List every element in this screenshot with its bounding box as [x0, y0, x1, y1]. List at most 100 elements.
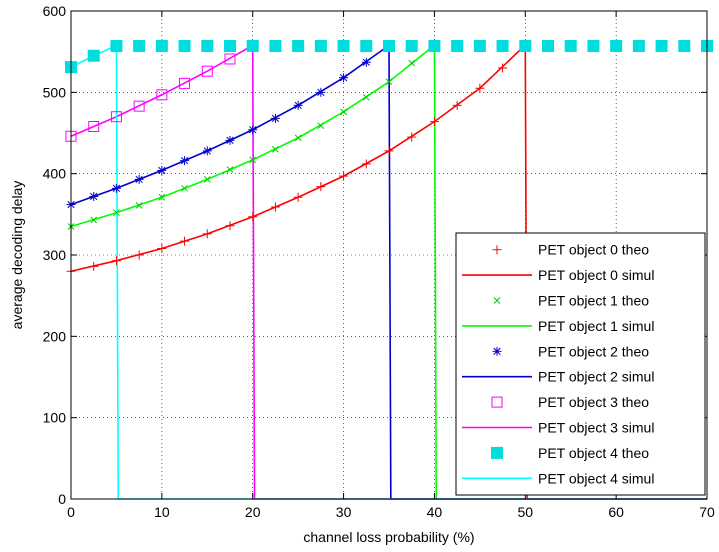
data-point	[180, 156, 190, 166]
data-point	[157, 165, 167, 175]
data-point	[181, 184, 188, 192]
data-point	[203, 176, 211, 183]
data-point	[225, 221, 235, 231]
data-point	[270, 202, 280, 212]
data-point	[224, 39, 236, 52]
y-tick-label: 400	[43, 166, 67, 182]
data-point	[87, 49, 100, 62]
data-point	[473, 39, 486, 52]
data-point	[655, 39, 668, 52]
data-point	[272, 145, 279, 153]
x-tick-label: 70	[699, 504, 715, 520]
data-point	[498, 63, 508, 73]
data-point	[361, 159, 371, 169]
data-point	[155, 39, 168, 52]
data-point	[632, 39, 645, 52]
data-point	[248, 212, 258, 222]
series-layer	[65, 39, 713, 500]
data-point	[89, 261, 99, 271]
data-point	[157, 243, 167, 253]
data-point	[224, 53, 236, 65]
legend-label: PET object 4 simul	[538, 470, 654, 486]
data-point	[292, 39, 305, 52]
data-point	[362, 93, 370, 101]
data-point	[110, 111, 122, 123]
legend-entry: PET object 0 simul	[462, 267, 654, 283]
data-point	[337, 39, 350, 52]
data-point	[339, 73, 349, 83]
legend-entry: PET object 3 theo	[491, 394, 649, 410]
data-point	[360, 39, 373, 52]
y-axis-label: average decoding delay	[9, 181, 25, 330]
legend-label: PET object 4 theo	[538, 445, 649, 461]
data-point	[475, 83, 485, 93]
data-point	[249, 156, 257, 164]
y-tick-label: 0	[58, 491, 66, 507]
legend-entry: PET object 2 theo	[492, 343, 649, 359]
data-point	[293, 192, 303, 202]
series-markers-6	[65, 53, 236, 142]
data-point	[405, 39, 418, 52]
y-tick-label: 600	[43, 3, 67, 19]
data-point	[361, 57, 371, 67]
data-point	[519, 39, 532, 52]
x-tick-label: 60	[608, 504, 624, 520]
legend-label: PET object 2 simul	[538, 369, 654, 385]
data-point	[133, 39, 146, 52]
legend-entry: PET object 1 theo	[493, 293, 649, 309]
legend-label: PET object 3 theo	[538, 394, 649, 410]
data-point	[610, 39, 623, 52]
data-point	[180, 236, 190, 246]
data-point	[156, 89, 168, 101]
data-point	[678, 39, 691, 52]
data-point	[429, 117, 439, 127]
y-tick-label: 100	[43, 410, 67, 426]
data-point	[314, 39, 327, 52]
data-point	[316, 87, 326, 97]
series-line-7	[70, 45, 707, 500]
data-point	[202, 146, 212, 156]
legend-label: PET object 2 theo	[538, 343, 649, 359]
legend-label: PET object 1 theo	[538, 293, 649, 309]
x-tick-label: 40	[427, 504, 443, 520]
data-point	[201, 65, 213, 77]
data-point	[179, 77, 191, 89]
legend-entry: PET object 4 simul	[462, 470, 654, 486]
legend-label: PET object 0 theo	[538, 242, 649, 258]
y-tick-label: 500	[43, 84, 67, 100]
series-markers-4	[66, 57, 371, 210]
legend-entry: PET object 4 theo	[491, 445, 649, 461]
data-point	[542, 39, 554, 52]
data-point	[113, 209, 120, 217]
data-point	[317, 122, 325, 130]
data-point	[158, 193, 166, 201]
legend-marker-swatch	[491, 396, 503, 408]
ticks-layer: 0 10 20 30 40 50 60 70 0 100 200 300 400 500 600	[43, 3, 715, 520]
legend-marker-swatch	[492, 245, 502, 255]
data-point	[294, 134, 302, 142]
data-point	[293, 100, 303, 110]
data-point	[451, 39, 464, 52]
data-point	[246, 39, 259, 52]
data-point	[340, 108, 347, 116]
data-point	[226, 166, 234, 173]
data-point	[383, 39, 395, 52]
y-tick-label: 200	[43, 328, 67, 344]
series-markers-8	[65, 39, 713, 74]
legend-label: PET object 3 simul	[538, 420, 654, 436]
legend-marker-swatch	[492, 346, 502, 356]
data-point	[407, 132, 417, 142]
data-point	[111, 183, 121, 193]
legend-label: PET object 1 simul	[538, 318, 654, 334]
data-point	[111, 256, 121, 266]
x-tick-label: 0	[67, 504, 75, 520]
data-point	[135, 202, 143, 209]
data-point	[225, 135, 235, 145]
legend-entry: PET object 0 theo	[492, 242, 649, 258]
data-point	[385, 78, 393, 86]
data-point	[248, 125, 258, 135]
legend-entry: PET object 3 simul	[462, 420, 654, 436]
x-tick-label: 50	[517, 504, 533, 520]
